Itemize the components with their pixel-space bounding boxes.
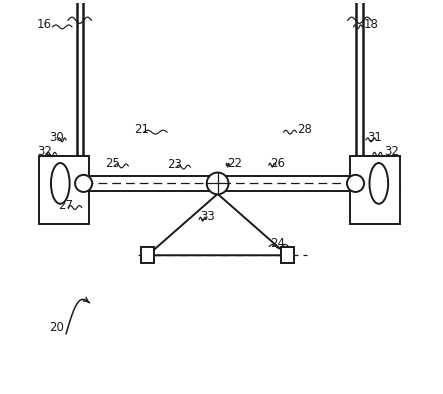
Text: 32: 32 [384,145,399,158]
Bar [281,247,294,263]
Bar [39,156,89,224]
Text: 25: 25 [105,157,120,170]
Text: 18: 18 [363,18,378,31]
Text: 24: 24 [270,238,285,251]
Circle shape [207,173,229,194]
Text: 21: 21 [134,123,149,136]
Ellipse shape [369,163,388,204]
Text: 30: 30 [50,131,64,144]
Text: 26: 26 [270,157,285,170]
Circle shape [75,175,92,192]
Text: 33: 33 [200,210,215,223]
Text: 16: 16 [37,18,52,31]
Bar [141,247,154,263]
Text: 20: 20 [49,321,63,334]
Text: 22: 22 [227,157,242,170]
Text: 27: 27 [58,199,74,212]
Bar [350,156,400,224]
Ellipse shape [51,163,70,204]
Text: 23: 23 [167,158,182,171]
Circle shape [347,175,364,192]
Text: 32: 32 [37,145,52,158]
Text: 28: 28 [297,123,312,136]
Text: 31: 31 [367,131,382,144]
